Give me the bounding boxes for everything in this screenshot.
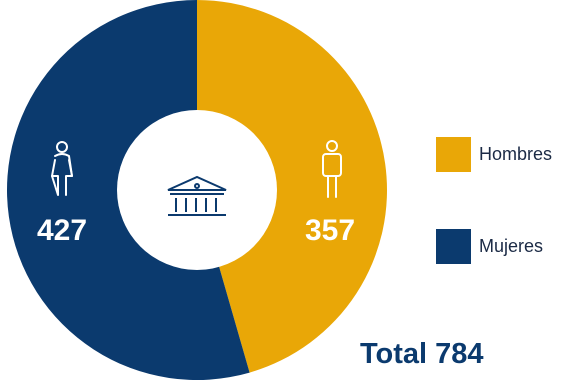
data-label-hombres: 357: [305, 214, 355, 247]
legend-swatch-mujeres: [436, 229, 471, 264]
bank-building-icon: [167, 175, 227, 216]
total-label: Total 784: [360, 338, 484, 370]
slice-hombres: [197, 0, 387, 373]
legend-swatch-hombres: [436, 137, 471, 172]
legend-label-mujeres: Mujeres: [479, 236, 544, 256]
legend-item-mujeres: Mujeres: [436, 229, 543, 264]
man-icon: [322, 140, 342, 198]
legend-item-hombres: Hombres: [436, 137, 552, 172]
data-label-mujeres: 427: [37, 214, 87, 247]
woman-icon: [51, 141, 73, 196]
legend-label-hombres: Hombres: [479, 144, 553, 164]
